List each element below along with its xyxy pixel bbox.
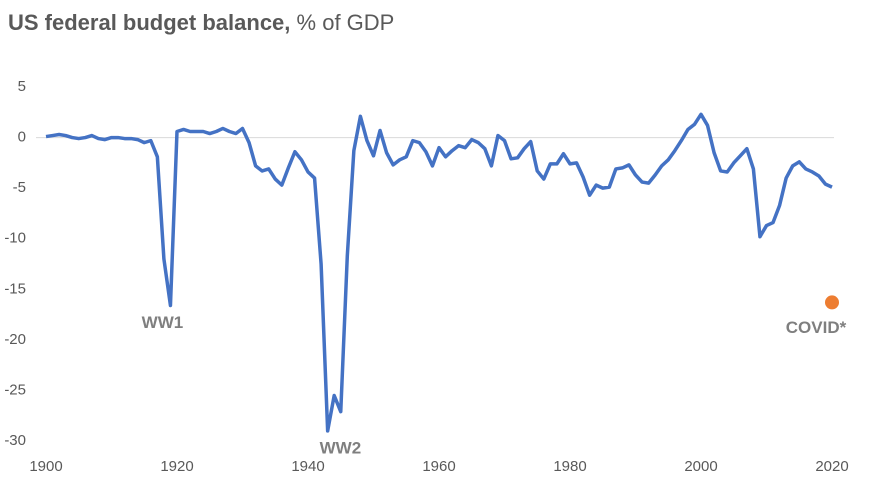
y-tick-label: -25 <box>4 381 26 398</box>
point <box>825 295 839 310</box>
y-tick-label: -10 <box>4 230 26 247</box>
chart-title: US federal budget balance, % of GDP <box>8 10 394 35</box>
subtitle: % of GDP <box>297 10 395 35</box>
x-tick-label: 1980 <box>553 458 586 475</box>
x-tick-label: 1940 <box>291 458 324 475</box>
annotation: COVID* <box>786 318 847 337</box>
y-tick-label: 0 <box>18 129 26 146</box>
x-tick-label: 1920 <box>160 458 193 475</box>
x-tick-label: 1900 <box>29 458 62 475</box>
title: US federal budget balance, <box>8 10 290 35</box>
annotation: WW2 <box>320 438 362 457</box>
y-tick-label: -20 <box>4 331 26 348</box>
y-tick-label: -15 <box>4 280 26 297</box>
y-tick-label: -30 <box>4 432 26 449</box>
annotation: WW1 <box>142 313 184 332</box>
line <box>45 112 833 433</box>
y-tick-label: 5 <box>18 78 26 95</box>
y-tick-label: -5 <box>13 179 26 196</box>
x-tick-label: 1960 <box>422 458 455 475</box>
x-tick-label: 2000 <box>684 458 717 475</box>
x-tick-label: 2020 <box>815 458 848 475</box>
